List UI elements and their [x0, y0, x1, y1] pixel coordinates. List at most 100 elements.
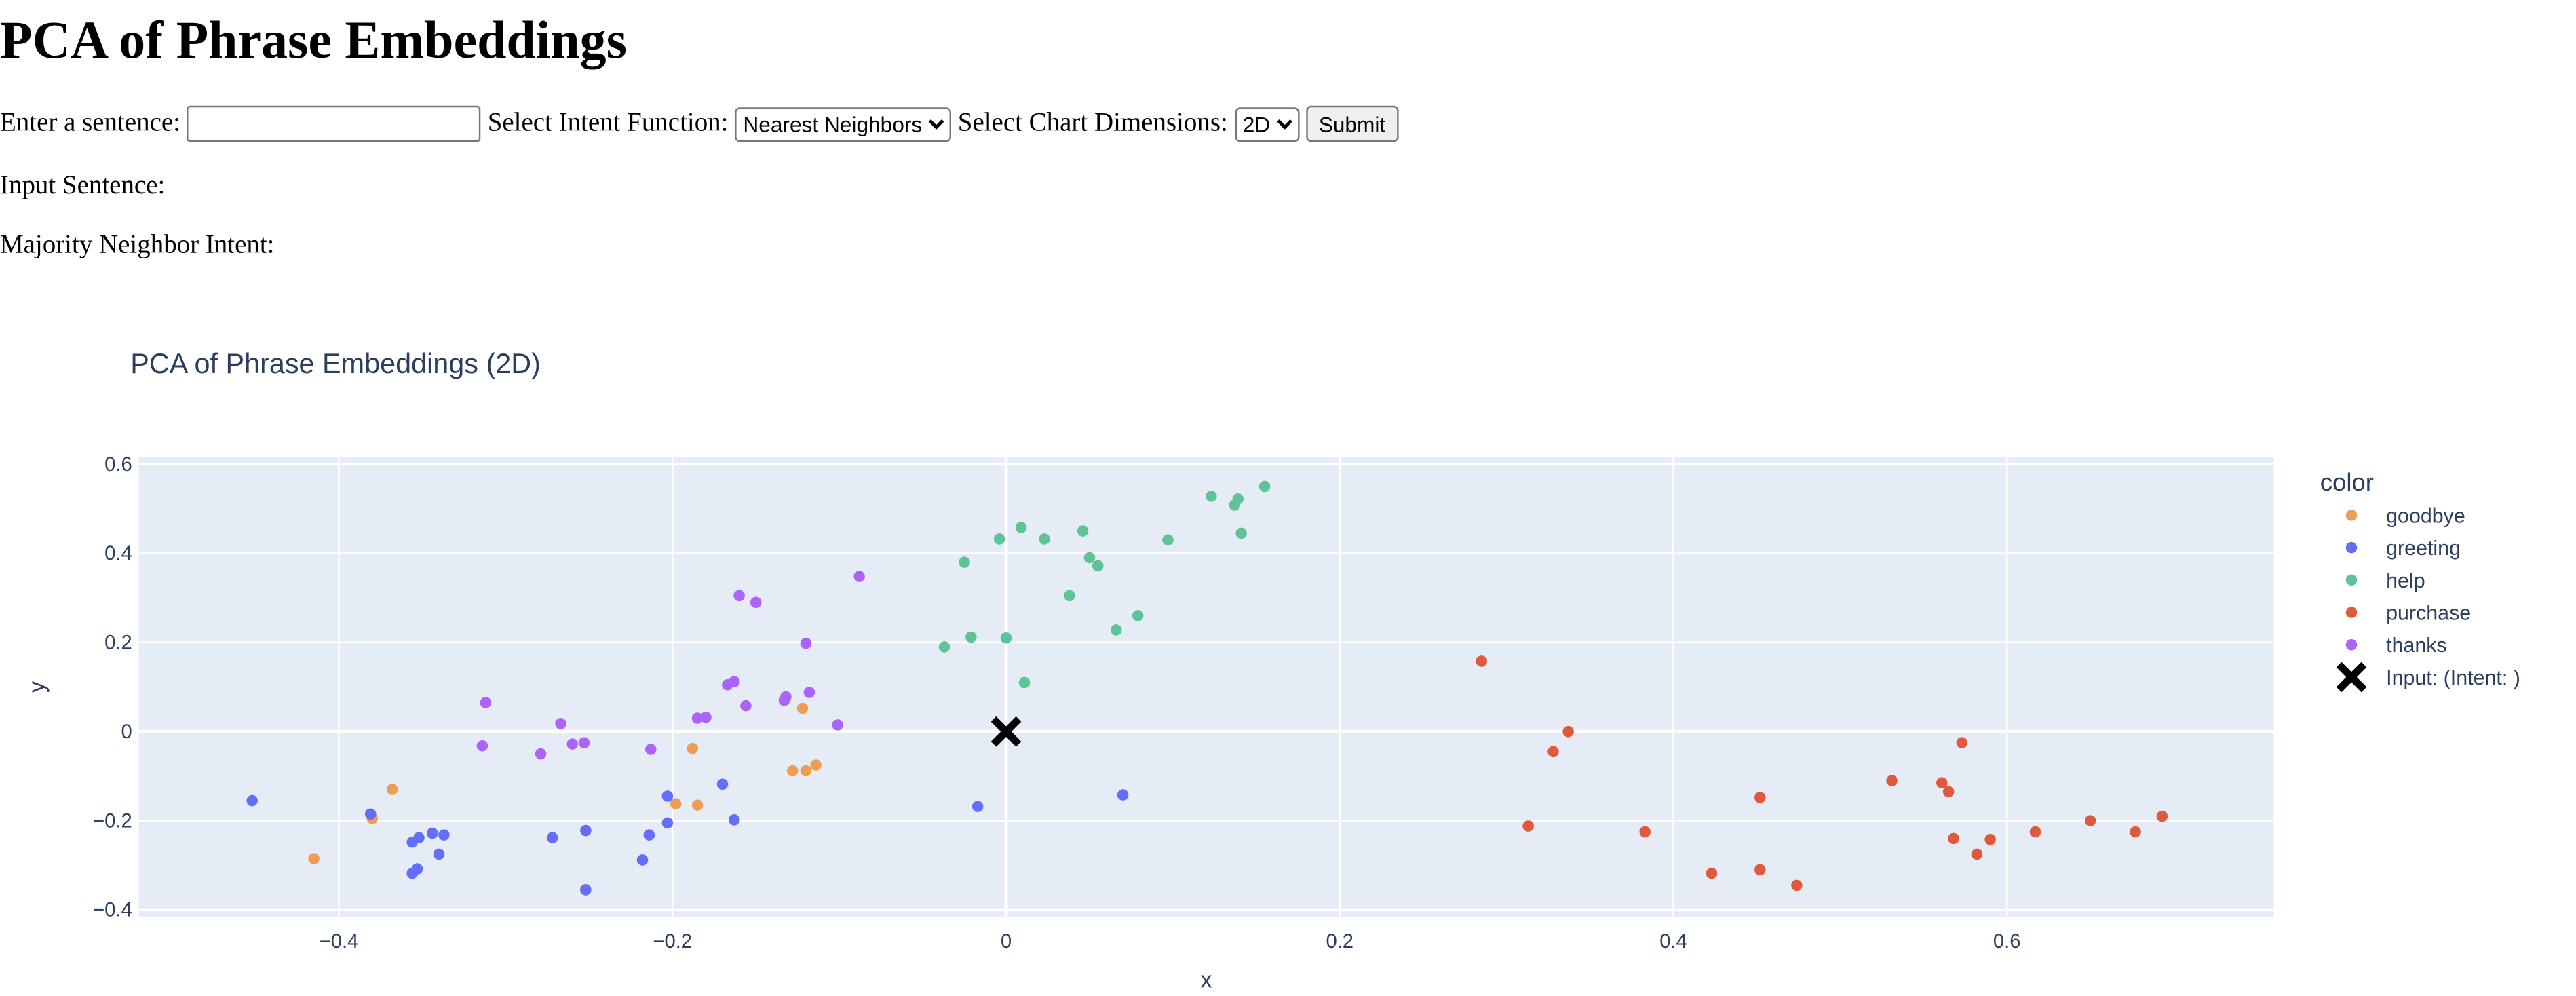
point-thanks[interactable] [535, 748, 547, 760]
point-thanks[interactable] [728, 676, 740, 687]
point-help[interactable] [1235, 527, 1247, 539]
point-purchase[interactable] [1886, 775, 1898, 786]
point-help[interactable] [1110, 624, 1122, 636]
point-thanks[interactable] [480, 697, 492, 708]
point-thanks[interactable] [733, 590, 745, 602]
point-help[interactable] [938, 641, 950, 653]
legend-item-label[interactable]: thanks [2386, 634, 2447, 657]
point-purchase[interactable] [1754, 792, 1766, 803]
point-purchase[interactable] [2156, 810, 2168, 822]
point-thanks[interactable] [803, 687, 815, 698]
legend-item-label[interactable]: goodbye [2386, 504, 2465, 527]
point-goodbye[interactable] [786, 765, 799, 777]
legend: color goodbye greeting help purchase thanks I… [2320, 468, 2520, 693]
point-purchase[interactable] [2130, 826, 2141, 838]
point-thanks[interactable] [750, 596, 762, 609]
point-purchase[interactable] [1547, 746, 1559, 758]
point-goodbye[interactable] [810, 759, 822, 771]
point-goodbye[interactable] [308, 853, 320, 864]
point-greeting[interactable] [661, 817, 674, 829]
point-greeting[interactable] [728, 814, 740, 826]
point-greeting[interactable] [1117, 789, 1129, 801]
point-purchase[interactable] [1706, 867, 1718, 879]
point-help[interactable] [1132, 610, 1144, 621]
point-greeting[interactable] [413, 832, 425, 843]
point-purchase[interactable] [1522, 820, 1534, 832]
point-goodbye[interactable] [691, 799, 704, 811]
point-greeting[interactable] [546, 832, 558, 843]
point-help[interactable] [1162, 534, 1174, 546]
point-greeting[interactable] [438, 829, 450, 841]
point-greeting[interactable] [643, 829, 655, 841]
point-goodbye[interactable] [386, 784, 398, 795]
legend-item-label[interactable]: greeting [2386, 537, 2461, 560]
point-greeting[interactable] [411, 863, 423, 875]
point-goodbye[interactable] [670, 798, 682, 809]
legend-item-label[interactable]: help [2386, 569, 2425, 592]
point-thanks[interactable] [780, 691, 792, 703]
point-greeting[interactable] [433, 848, 445, 860]
point-purchase[interactable] [1956, 737, 1968, 748]
point-goodbye[interactable] [796, 702, 809, 714]
point-greeting[interactable] [636, 854, 649, 866]
point-help[interactable] [1039, 533, 1050, 545]
point-goodbye[interactable] [800, 765, 812, 777]
point-help[interactable] [993, 533, 1005, 545]
point-help[interactable] [1258, 480, 1271, 493]
point-purchase[interactable] [1562, 725, 1574, 738]
point-purchase[interactable] [1984, 833, 1996, 845]
submit-button[interactable]: Submit [1305, 105, 1399, 142]
point-purchase[interactable] [1971, 848, 1983, 860]
point-greeting[interactable] [716, 778, 729, 790]
legend-item-label[interactable]: Input: (Intent: ) [2386, 666, 2520, 689]
point-thanks[interactable] [853, 571, 865, 582]
point-purchase[interactable] [1942, 786, 1955, 798]
input-point-marker[interactable] [991, 716, 1022, 747]
point-purchase[interactable] [1754, 864, 1766, 876]
point-greeting[interactable] [580, 824, 592, 837]
point-thanks[interactable] [740, 700, 752, 712]
point-greeting[interactable] [364, 808, 377, 820]
point-goodbye[interactable] [687, 742, 699, 754]
point-purchase[interactable] [2029, 826, 2041, 838]
point-thanks[interactable] [645, 744, 657, 755]
point-help[interactable] [1018, 676, 1031, 689]
point-greeting[interactable] [426, 827, 438, 839]
point-thanks[interactable] [700, 711, 712, 723]
legend-marker-input[interactable] [2336, 662, 2367, 693]
legend-item-label[interactable]: purchase [2386, 601, 2471, 624]
point-help[interactable] [965, 631, 977, 643]
point-purchase[interactable] [1476, 655, 1488, 667]
intent-function-select[interactable]: Nearest Neighbors [735, 106, 952, 142]
page-title: PCA of Phrase Embeddings [0, 9, 627, 70]
plot-area [138, 457, 2274, 917]
point-purchase[interactable] [1936, 777, 1948, 789]
point-purchase[interactable] [1639, 826, 1651, 838]
point-help[interactable] [1092, 560, 1104, 572]
point-thanks[interactable] [800, 637, 812, 649]
point-thanks[interactable] [476, 740, 488, 752]
point-thanks[interactable] [832, 719, 843, 731]
point-greeting[interactable] [661, 790, 674, 802]
x-tick-label: 0.2 [1326, 931, 1353, 953]
point-help[interactable] [1083, 552, 1096, 564]
point-greeting[interactable] [972, 801, 984, 812]
point-help[interactable] [1000, 632, 1012, 644]
point-help[interactable] [1232, 493, 1244, 505]
point-thanks[interactable] [691, 712, 704, 724]
point-help[interactable] [1015, 522, 1027, 533]
point-help[interactable] [1077, 525, 1089, 537]
sentence-input[interactable] [187, 105, 481, 142]
point-thanks[interactable] [578, 737, 590, 748]
chart-dimensions-select[interactable]: 2D [1234, 106, 1299, 142]
point-purchase[interactable] [1791, 879, 1803, 892]
point-help[interactable] [1206, 491, 1217, 502]
point-purchase[interactable] [2084, 815, 2096, 826]
point-thanks[interactable] [566, 738, 578, 750]
point-purchase[interactable] [1948, 832, 1959, 845]
point-greeting[interactable] [580, 884, 592, 896]
point-greeting[interactable] [246, 794, 258, 807]
point-help[interactable] [1064, 590, 1075, 602]
point-thanks[interactable] [555, 718, 566, 729]
point-help[interactable] [959, 556, 970, 568]
